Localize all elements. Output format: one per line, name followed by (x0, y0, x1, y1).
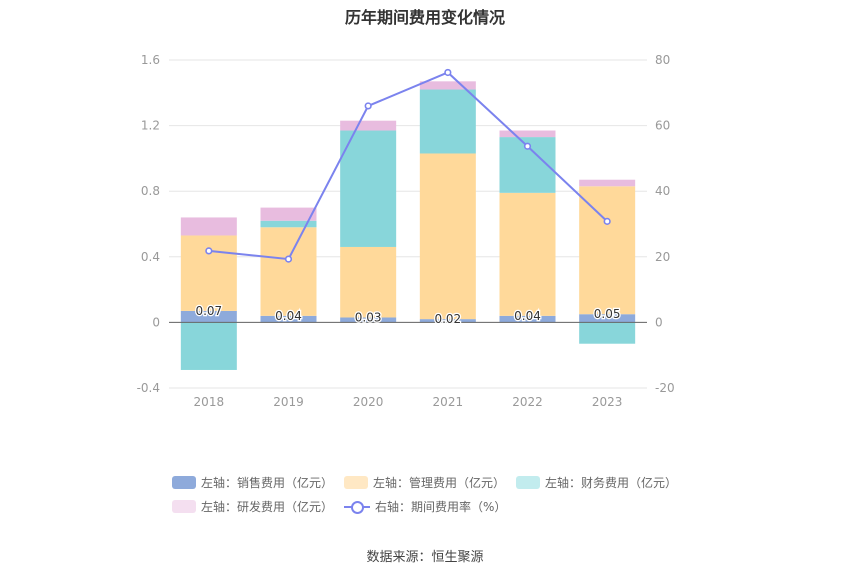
x-axis-tick-label: 2018 (194, 395, 225, 409)
legend-swatch-admin (344, 476, 368, 489)
bar-rnd (579, 179, 636, 187)
legend-item-finance[interactable]: 左轴：财务费用（亿元） (516, 474, 677, 491)
left-axis-tick-label: 0.4 (141, 250, 160, 264)
line-point-expense-rate (523, 142, 532, 150)
bar-admin (340, 246, 397, 318)
bar-sales (579, 314, 636, 323)
bar-admin (499, 192, 556, 316)
left-axis-tick-label: 0 (152, 315, 160, 329)
left-axis-tick-label: 0.8 (141, 184, 160, 198)
bar-finance (340, 130, 397, 247)
x-axis-tick-label: 2019 (273, 395, 304, 409)
data-label-sales: 0.04 (514, 309, 541, 323)
data-source: 数据来源：恒生聚源 (366, 550, 484, 565)
legend-label-rnd: 左轴：研发费用（亿元） (201, 500, 334, 514)
data-label-sales: 0.05 (594, 307, 621, 321)
legend-swatch-finance (516, 476, 540, 489)
data-label-sales: 0.02 (434, 312, 461, 326)
line-point-expense-rate (364, 102, 372, 110)
x-axis-tick-label: 2021 (433, 395, 464, 409)
chart-title: 历年期间费用变化情况 (344, 8, 505, 27)
legend-label-admin: 左轴：管理费用（亿元） (373, 476, 506, 490)
right-axis-tick-label: 0 (655, 315, 663, 329)
line-point-expense-rate (284, 255, 293, 263)
bar-admin (260, 227, 317, 316)
bar-rnd (260, 207, 317, 221)
bar-rnd (180, 217, 237, 236)
line-point-expense-rate (444, 68, 452, 77)
bar-admin (180, 235, 237, 311)
left-axis-tick-label: -0.4 (137, 381, 160, 395)
bar-finance (419, 89, 476, 154)
data-label-sales: 0.04 (275, 309, 302, 323)
legend-item-rnd[interactable]: 左轴：研发费用（亿元） (172, 498, 333, 515)
x-axis-tick-label: 2023 (592, 395, 623, 409)
left-axis-tick-label: 1.2 (141, 119, 160, 133)
right-axis-tick-label: 20 (655, 250, 670, 264)
line-point-expense-rate (603, 217, 611, 225)
left-axis-tick-label: 1.6 (141, 53, 160, 67)
legend-item-sales[interactable]: 左轴：销售费用（亿元） (172, 474, 333, 491)
bar-rnd (340, 120, 397, 131)
legend-swatch-sales (172, 476, 196, 489)
bar-sales (340, 317, 397, 323)
x-axis-tick-label: 2020 (353, 395, 384, 409)
x-axis-tick-label: 2022 (512, 395, 543, 409)
legend-item-admin[interactable]: 左轴：管理费用（亿元） (344, 474, 505, 491)
bar-finance (260, 220, 317, 228)
bar-rnd (499, 130, 556, 138)
legend-item-rate[interactable]: 右轴：期间费用率（%） (344, 498, 506, 515)
bar-admin (419, 153, 476, 320)
line-point-expense-rate (205, 247, 213, 255)
right-axis-tick-label: 40 (655, 184, 670, 198)
bar-sales (260, 315, 317, 323)
right-axis-tick-label: 80 (655, 53, 670, 67)
legend-label-finance: 左轴：财务费用（亿元） (545, 476, 678, 490)
legend-label-sales: 左轴：销售费用（亿元） (201, 476, 334, 490)
right-axis-tick-label: 60 (655, 119, 670, 133)
data-label-sales: 0.07 (195, 304, 222, 318)
bar-sales (499, 315, 556, 323)
line-expense-rate (208, 71, 608, 261)
legend-line-marker-icon (344, 500, 370, 514)
legend-swatch-rnd (172, 500, 196, 513)
bar-finance (579, 322, 636, 344)
bar-finance (180, 322, 237, 370)
right-axis-tick-label: -20 (655, 381, 675, 395)
bar-rnd (419, 81, 476, 90)
bar-admin (579, 186, 636, 315)
data-label-sales: 0.03 (355, 310, 382, 324)
bar-sales (419, 319, 476, 323)
legend-label-rate: 右轴：期间费用率（%） (375, 500, 507, 514)
bar-sales (180, 310, 237, 323)
